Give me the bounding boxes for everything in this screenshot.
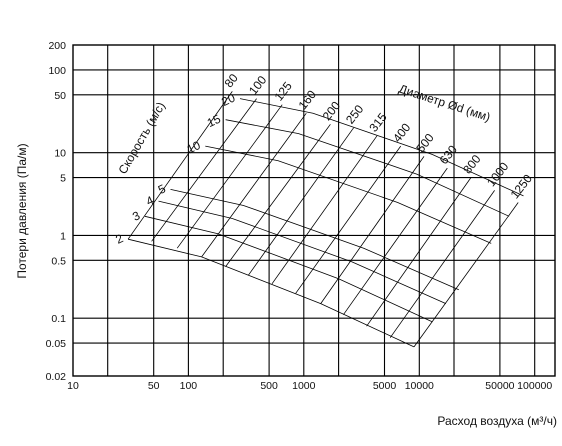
plot-frame [72,44,556,377]
y-axis-label: Потери давления (Па/м) [15,143,29,278]
x-tick-label: 10 [67,380,79,392]
diameter-line-100 [151,98,257,242]
x-tick-label: 50 [148,380,160,392]
y-tick-label: 0.5 [51,255,66,267]
x-tick-labels: 10 50 100 500 1000 5000 10000 50000 100000 [67,380,552,392]
velocity-line-10 [205,145,492,244]
velocity-line-20 [239,98,524,197]
diameter-line-1250 [413,202,519,348]
diameter-line-200 [225,124,331,267]
velocity-line-4 [158,200,447,304]
diameter-label: 125 [272,79,296,104]
diameter-line-250 [247,127,354,276]
velocity-title: Скорость (м/с) [115,100,167,177]
x-tick-label: 50000 [485,380,514,392]
y-tick-label: 5 [60,173,66,185]
x-tick-label: 10000 [405,380,434,392]
velocity-label: 20 [219,90,237,108]
y-tick-label: 50 [54,90,66,102]
diameter-line-80 [127,91,233,240]
x-axis-label: Расход воздуха (м³/ч) [437,414,557,428]
diameter-label: 1250 [508,171,536,201]
velocity-label: 3 [130,208,142,224]
diameter-line-160 [201,112,307,258]
diameter-line-500 [320,156,425,304]
x-tick-label: 500 [260,380,278,392]
diameter-label: 250 [343,102,367,127]
x-tick-label: 100 [180,380,198,392]
y-tick-label: 0.02 [46,371,67,383]
diameter-line-315 [271,135,378,285]
y-tick-label: 100 [48,65,66,77]
diameter-line-800 [366,177,472,327]
diameter-label: 1000 [484,159,512,189]
velocity-line-15 [225,119,510,217]
velocity-label: 15 [205,112,223,130]
velocity-line-3 [144,215,433,323]
x-tick-label: 1000 [292,380,316,392]
velocity-label: 5 [156,181,168,197]
x-tick-label: 100000 [517,380,552,392]
diameter-label: 315 [366,110,390,135]
velocity-label: 2 [113,231,125,247]
y-tick-label: 200 [48,40,66,52]
y-tick-label: 0.05 [46,338,67,350]
diameter-label: 200 [320,98,344,123]
diameter-line-630 [343,167,448,315]
diameter-title: Диаметр Ød (мм) [397,82,492,125]
y-tick-label: 1 [60,230,66,242]
curve-labels: 80 100 125 160 200 250 315 400 500 630 800 10001250… [113,71,535,247]
diameter-label: 100 [246,73,270,98]
diameter-label: 160 [296,87,320,112]
diameter-line-1000 [389,190,495,338]
velocity-line-2 [128,238,415,348]
y-tick-label: 0.1 [51,313,66,325]
velocity-label: 10 [185,138,203,156]
grid-lines [73,45,555,376]
diameter-label: 500 [413,131,437,156]
diameter-line-400 [295,145,402,294]
duct-network [127,91,524,348]
velocity-line-5 [170,189,459,291]
diameter-label: 800 [460,152,484,177]
y-tick-labels: 0.02 0.05 0.1 0.5 1 5 10 50 100 200 [46,40,67,383]
y-tick-label: 10 [54,148,66,160]
diameter-label: 630 [437,142,461,167]
diameter-line-125 [176,104,283,249]
diameter-label: 80 [222,71,241,90]
x-tick-label: 5000 [373,380,397,392]
